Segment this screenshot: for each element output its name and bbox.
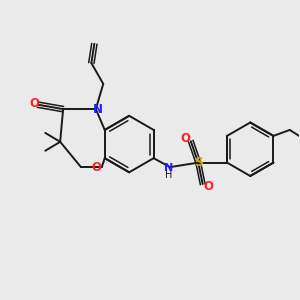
Text: H: H: [165, 170, 172, 180]
Text: O: O: [203, 180, 213, 193]
Text: N: N: [93, 103, 103, 116]
Text: O: O: [29, 97, 39, 110]
Text: O: O: [181, 132, 190, 146]
Text: O: O: [92, 161, 101, 174]
Text: N: N: [164, 163, 173, 173]
Text: S: S: [194, 156, 203, 169]
